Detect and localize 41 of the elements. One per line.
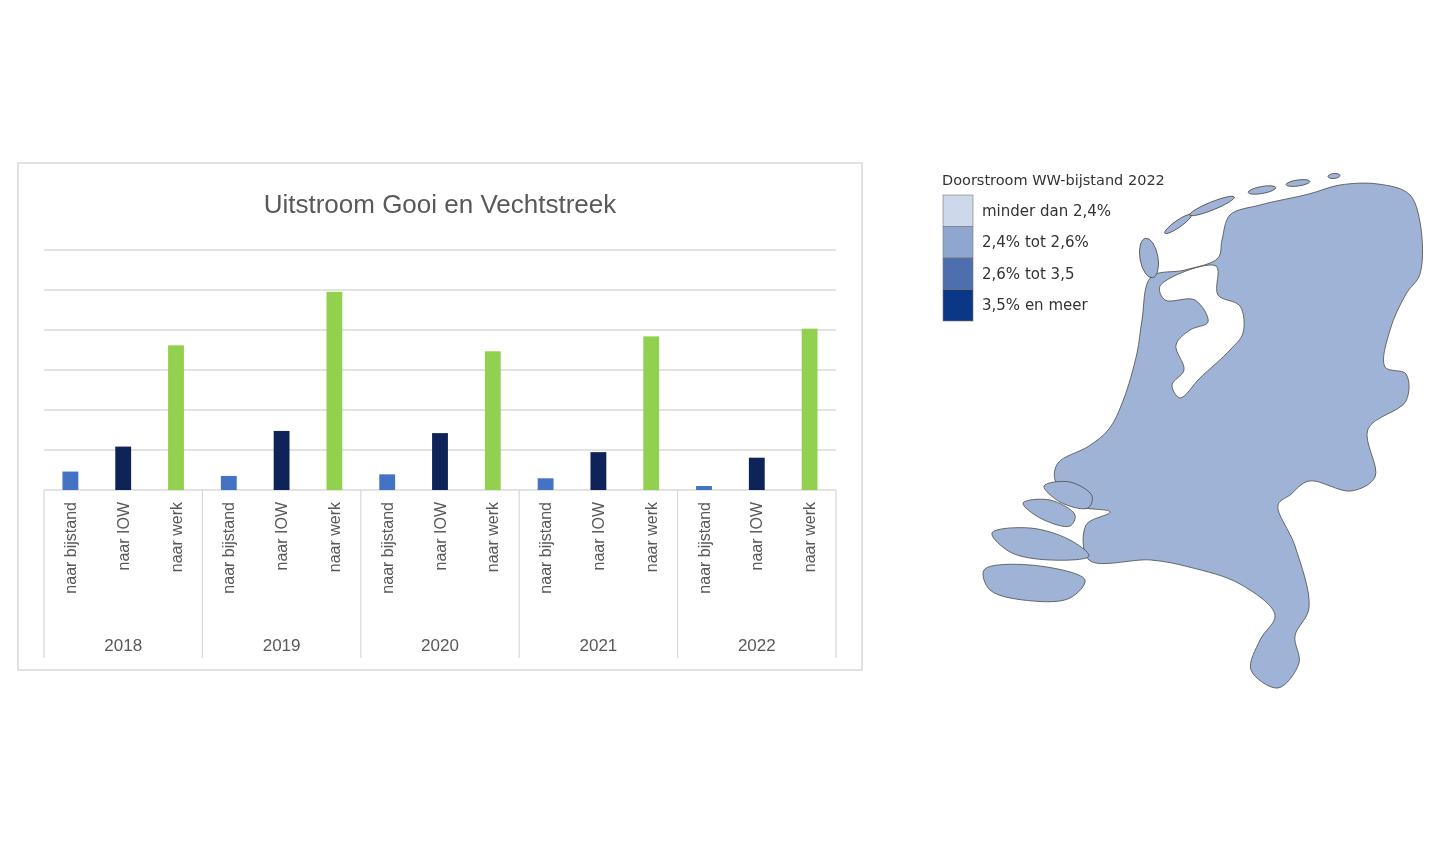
text: naar bijstand [220,502,238,594]
text: naar werk [167,502,185,573]
bar [273,430,290,490]
x-tick-label: 2019 [262,636,301,655]
category-label: minder dan 2,4% [982,201,1112,220]
bar [379,474,396,490]
x-tick-label: 2022 [737,636,776,655]
text: naar IOW [114,502,132,571]
bar [326,291,343,490]
text: naar bijstand [695,502,713,594]
text: naar bijstand [537,502,555,594]
bar [537,478,554,490]
x-tick-label: 2021 [579,636,618,655]
chart-title: Uitstroom Gooi en Vechtstreek [263,189,618,219]
text: naar IOW [431,502,449,571]
bar [696,486,712,490]
bar [590,452,607,490]
bar [484,351,501,490]
bar [115,446,132,490]
category-label: 2,6% tot 3,5 [982,264,1075,283]
text: naar werk [642,501,660,573]
text: naar werk [325,502,343,573]
text: naar werk [801,502,819,573]
bar [801,328,818,490]
x-tick-label: 2020 [421,636,459,655]
category-label: 3,5% en meer [982,296,1089,315]
text: naar bijstand [378,502,396,594]
bar [643,336,660,490]
text: naar werk [484,502,502,573]
bar [748,457,765,490]
text: naar bijstand [61,502,79,594]
bar [220,475,237,490]
text: naar IOW [273,502,291,571]
text: naar IOW [589,501,607,571]
category-label: 2,4% tot 2,6% [982,233,1089,252]
text: naar IOW [748,502,766,571]
bar [432,433,448,490]
text: Doorstroom WW-bijstand 2022 [942,172,1165,188]
x-tick-label: 2018 [104,636,143,655]
bar [168,345,184,490]
bar [62,471,79,490]
